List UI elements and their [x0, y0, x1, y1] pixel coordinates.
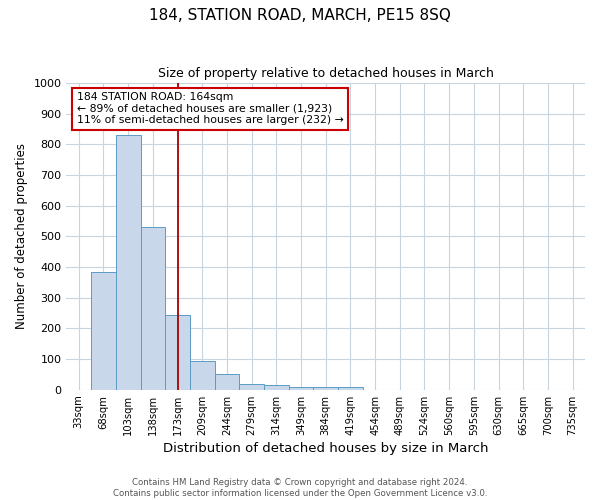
Title: Size of property relative to detached houses in March: Size of property relative to detached ho…: [158, 68, 494, 80]
Text: 184 STATION ROAD: 164sqm
← 89% of detached houses are smaller (1,923)
11% of sem: 184 STATION ROAD: 164sqm ← 89% of detach…: [77, 92, 344, 126]
Y-axis label: Number of detached properties: Number of detached properties: [15, 144, 28, 330]
Bar: [190, 360, 215, 390]
Bar: [140, 227, 165, 390]
Bar: [264, 385, 289, 390]
Bar: [338, 388, 363, 390]
Text: 184, STATION ROAD, MARCH, PE15 8SQ: 184, STATION ROAD, MARCH, PE15 8SQ: [149, 8, 451, 22]
Bar: [289, 387, 313, 390]
Bar: [313, 388, 338, 390]
Bar: [165, 314, 190, 390]
Bar: [91, 272, 116, 390]
X-axis label: Distribution of detached houses by size in March: Distribution of detached houses by size …: [163, 442, 488, 455]
Bar: [116, 135, 140, 390]
Bar: [215, 374, 239, 390]
Text: Contains HM Land Registry data © Crown copyright and database right 2024.
Contai: Contains HM Land Registry data © Crown c…: [113, 478, 487, 498]
Bar: [239, 384, 264, 390]
